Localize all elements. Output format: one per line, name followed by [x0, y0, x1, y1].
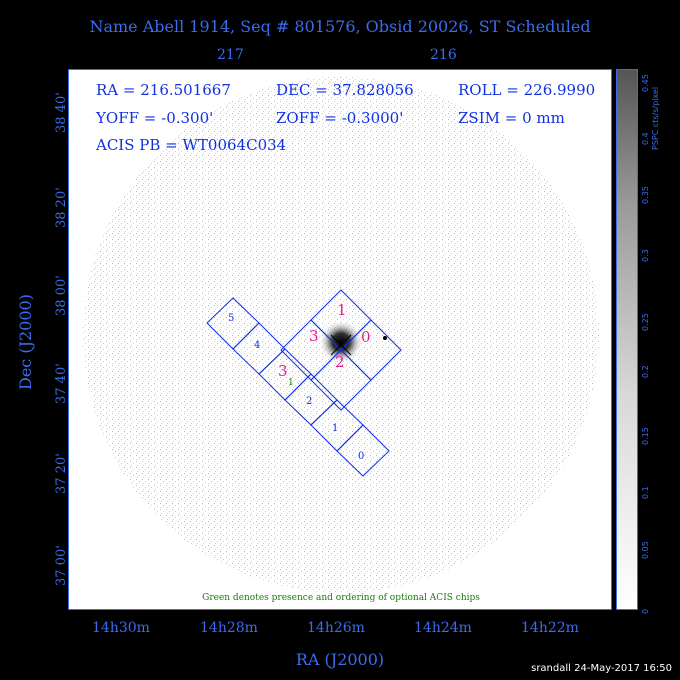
- cb-tick-0-35: 0.35: [641, 186, 650, 204]
- top-tick-217: 217: [217, 47, 244, 63]
- y-tick-37-00: 37 00': [54, 545, 69, 586]
- chip-label-s3: 3: [278, 362, 288, 380]
- top-tick-216: 216: [430, 47, 457, 63]
- info-ra: RA = 216.501667: [96, 81, 231, 99]
- y-axis-label: Dec (J2000): [16, 294, 35, 390]
- chip-label-i3: 3: [309, 327, 319, 345]
- info-dec: DEC = 37.828056: [276, 81, 414, 99]
- sky-image-panel[interactable]: RA = 216.501667 DEC = 37.828056 ROLL = 2…: [68, 69, 612, 610]
- cb-tick-0-15: 0.15: [641, 427, 650, 445]
- cb-tick-0-25: 0.25: [641, 313, 650, 331]
- chip-label-s4: 4: [254, 340, 261, 351]
- cb-tick-0-2: 0.2: [641, 365, 650, 378]
- cluster-source: [319, 320, 363, 364]
- info-roll: ROLL = 226.9990: [458, 81, 596, 99]
- chip-label-s5: 5: [228, 313, 235, 324]
- optional-chips-note: Green denotes presence and ordering of o…: [202, 593, 480, 603]
- cb-tick-0: 0: [641, 608, 650, 614]
- colorbar-label: PSPC cts/s/pixel: [651, 86, 660, 150]
- y-tick-37-20: 37 20': [54, 453, 69, 494]
- plot-title: Name Abell 1914, Seq # 801576, Obsid 200…: [89, 17, 591, 36]
- point-source: [383, 336, 387, 340]
- info-zsim: ZSIM = 0 mm: [458, 109, 565, 127]
- acis-i-array: [280, 289, 402, 411]
- x-tick-14h26m: 14h26m: [307, 620, 365, 636]
- chip-label-s1: 1: [332, 423, 339, 434]
- x-tick-14h22m: 14h22m: [521, 620, 579, 636]
- y-tick-37-40: 37 40': [54, 363, 69, 404]
- footer-stamp: srandall 24-May-2017 16:50: [531, 663, 672, 674]
- chip-label-i1: 1: [337, 301, 347, 319]
- optional-chip-label: 1: [288, 378, 294, 388]
- chip-label-s2: 2: [306, 396, 313, 407]
- cb-tick-0-45: 0.45: [641, 74, 650, 92]
- info-zoff: ZOFF = -0.3000': [276, 109, 404, 127]
- colorbar: [616, 69, 638, 610]
- y-tick-38-00: 38 00': [54, 275, 69, 316]
- cb-tick-0-1: 0.1: [641, 486, 650, 499]
- acis-s-array: [206, 297, 390, 477]
- chip-label-i2: 2: [335, 353, 345, 371]
- x-tick-14h30m: 14h30m: [92, 620, 150, 636]
- info-yoff: YOFF = -0.300': [96, 109, 214, 127]
- cb-tick-0-05: 0.05: [641, 541, 650, 559]
- aimpoint-cross: [330, 334, 352, 356]
- chip-label-i0: 0: [361, 328, 371, 346]
- sky-field-svg: [83, 77, 599, 593]
- x-tick-14h24m: 14h24m: [414, 620, 472, 636]
- info-acis-pb: ACIS PB = WT0064C034: [96, 136, 287, 154]
- y-tick-38-20: 38 20': [54, 187, 69, 228]
- x-axis-label: RA (J2000): [295, 650, 385, 669]
- x-tick-14h28m: 14h28m: [200, 620, 258, 636]
- chip-label-s0: 0: [358, 451, 365, 462]
- cb-tick-0-3: 0.3: [641, 249, 650, 262]
- cb-tick-0-4: 0.4: [641, 132, 650, 145]
- y-tick-38-40: 38 40': [54, 92, 69, 133]
